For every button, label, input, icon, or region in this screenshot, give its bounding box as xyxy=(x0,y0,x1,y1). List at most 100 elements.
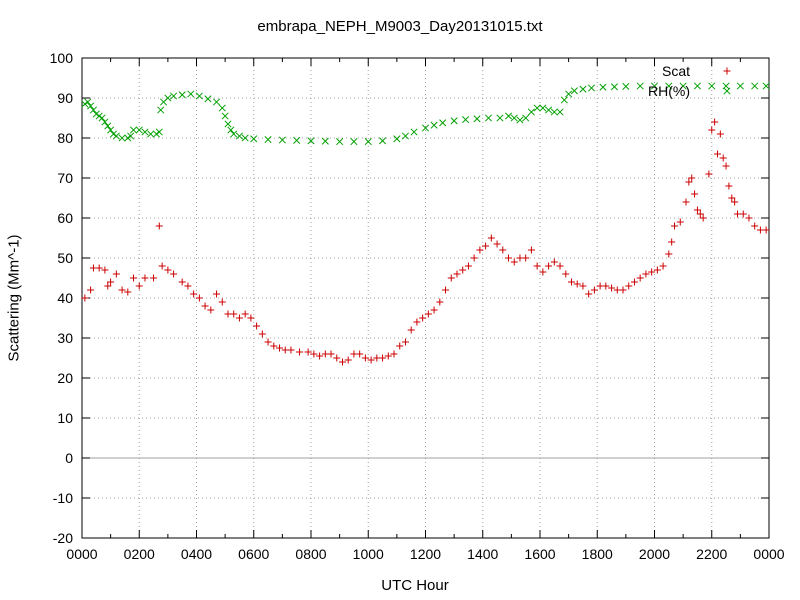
data-point-rh xyxy=(230,130,238,138)
data-point-scat xyxy=(419,314,427,322)
data-point-scat xyxy=(384,352,392,360)
data-point-scat xyxy=(356,350,364,358)
data-point-scat xyxy=(608,284,616,292)
data-point-rh xyxy=(708,82,716,90)
data-point-scat xyxy=(333,354,341,362)
data-point-scat xyxy=(112,270,120,278)
data-point-scat xyxy=(493,240,501,248)
data-point-scat xyxy=(476,246,484,254)
data-point-rh xyxy=(107,126,115,134)
data-point-scat xyxy=(665,250,673,258)
data-point-scat xyxy=(691,190,699,198)
x-axis-label: UTC Hour xyxy=(381,577,449,594)
data-point-rh xyxy=(533,104,541,112)
data-point-scat xyxy=(676,218,684,226)
data-point-scat xyxy=(699,214,707,222)
data-point-scat xyxy=(235,314,243,322)
data-point-scat xyxy=(688,174,696,182)
data-point-rh xyxy=(650,82,659,90)
y-tick-label: 0 xyxy=(65,450,73,466)
data-point-scat xyxy=(118,286,126,294)
data-point-scat xyxy=(625,282,633,290)
data-point-scat xyxy=(550,258,558,266)
data-point-rh xyxy=(336,138,344,146)
data-point-scat xyxy=(241,310,249,318)
y-tick-label: 70 xyxy=(57,170,73,186)
data-point-rh xyxy=(539,104,547,112)
data-point-scat xyxy=(751,222,759,230)
data-point-rh xyxy=(127,132,135,140)
grid-lines xyxy=(82,58,769,538)
y-tick-label: 80 xyxy=(57,130,73,146)
data-point-rh xyxy=(178,91,186,99)
data-point-scat xyxy=(207,306,215,314)
data-point-scat xyxy=(556,262,564,270)
data-point-rh xyxy=(104,122,112,130)
data-point-rh xyxy=(599,83,607,91)
data-point-scat xyxy=(390,350,398,358)
x-tick-label: 1000 xyxy=(353,546,384,562)
data-point-scat xyxy=(379,354,387,362)
data-point-scat xyxy=(668,238,676,246)
data-point-scat xyxy=(527,246,535,254)
x-tick-label: 0600 xyxy=(238,546,269,562)
data-point-scat xyxy=(247,314,255,322)
data-point-rh xyxy=(118,134,126,142)
data-point-rh xyxy=(129,126,138,134)
data-point-scat xyxy=(693,206,701,214)
axes: -20 -10 0 10 20 30 40 50 60 70 80 90 100 0000 0200 0400… xyxy=(50,50,785,562)
y-tick-label: 100 xyxy=(50,50,74,66)
data-point-rh xyxy=(545,106,553,114)
data-point-scat xyxy=(567,278,575,286)
data-point-rh xyxy=(439,119,447,127)
data-point-rh xyxy=(393,135,401,143)
data-point-scat xyxy=(682,198,690,206)
x-tick-label: 1200 xyxy=(410,546,441,562)
data-point-scat xyxy=(178,278,186,286)
data-point-scat xyxy=(722,162,730,170)
data-point-rh xyxy=(321,137,329,145)
data-point-scat xyxy=(158,262,166,270)
data-point-scat xyxy=(396,342,404,350)
legend-marker-scat xyxy=(723,67,731,75)
data-point-rh xyxy=(221,112,229,120)
data-point-scat xyxy=(101,266,109,274)
data-point-scat xyxy=(304,348,312,356)
x-tick-label: 0400 xyxy=(181,546,212,562)
data-point-scat xyxy=(338,358,346,366)
data-point-rh xyxy=(307,137,315,145)
data-point-scat xyxy=(711,118,719,126)
data-point-scat xyxy=(201,302,209,310)
data-point-scat xyxy=(642,270,650,278)
data-point-rh xyxy=(84,98,92,106)
data-point-scat xyxy=(124,288,132,296)
y-tick-label: 40 xyxy=(57,290,73,306)
data-point-scat xyxy=(407,326,415,334)
data-point-scat xyxy=(436,298,444,306)
data-point-scat xyxy=(184,282,192,290)
data-point-rh xyxy=(610,83,618,91)
data-point-scat xyxy=(253,322,261,330)
data-point-scat xyxy=(296,348,304,356)
data-point-rh xyxy=(473,115,481,123)
x-tick-label: 1800 xyxy=(582,546,613,562)
data-point-rh xyxy=(462,116,470,124)
data-point-scat xyxy=(81,294,89,302)
series-scat xyxy=(81,118,770,366)
data-point-rh xyxy=(665,82,673,90)
data-point-rh xyxy=(560,96,568,104)
data-point-scat xyxy=(636,274,644,282)
y-tick-label: 30 xyxy=(57,330,73,346)
data-point-rh xyxy=(204,95,212,103)
series-rh xyxy=(81,82,770,146)
data-point-scat xyxy=(739,210,747,218)
data-point-rh xyxy=(364,138,372,146)
chart-title: embrapa_NEPH_M9003_Day20131015.txt xyxy=(257,18,543,35)
data-point-scat xyxy=(361,354,369,362)
data-point-rh xyxy=(101,118,109,126)
data-point-rh xyxy=(510,114,518,122)
legend-label-scat: Scat xyxy=(662,63,690,79)
data-point-rh xyxy=(155,128,163,136)
data-point-rh xyxy=(550,108,558,116)
data-point-scat xyxy=(505,254,513,262)
